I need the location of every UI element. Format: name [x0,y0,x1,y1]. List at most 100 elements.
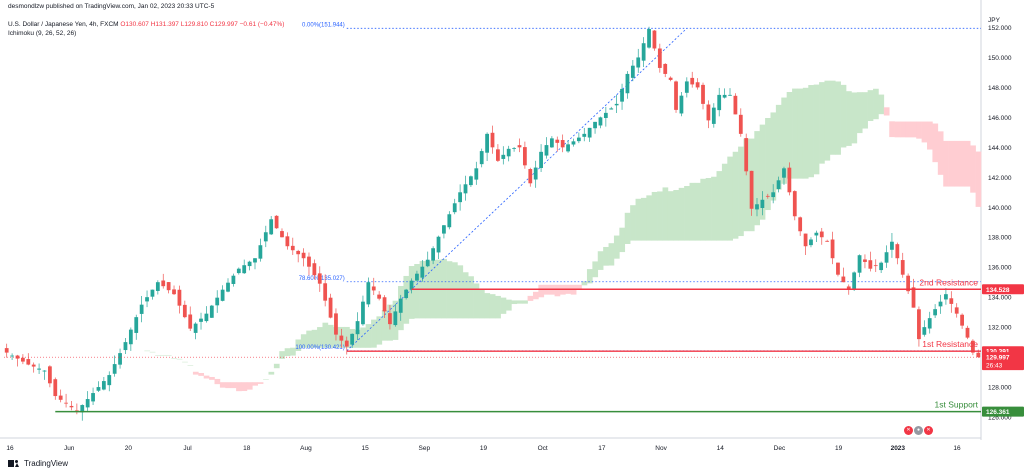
event-flag-icon[interactable]: ● [914,426,923,435]
cloud-segment [630,205,636,241]
candle-body [749,170,754,209]
candle-body [182,304,187,318]
cloud-segment [765,117,771,211]
candle-body [765,195,770,197]
candle-body [296,250,301,255]
cloud-segment [473,283,480,319]
event-flag-icon[interactable]: ✕ [924,426,933,435]
cloud-segment [613,235,620,259]
candle-body [787,167,792,193]
candle-body [425,259,430,267]
candle-body [949,298,954,304]
candle-body [204,313,209,322]
time-tick-label: 19 [480,445,488,452]
cloud-segment [209,376,215,380]
indicator-legend[interactable]: Ichimoku (9, 26, 52, 26) [8,30,77,37]
candle-body [609,108,614,110]
price-tick-label: 132.000 [988,325,1012,332]
event-flag-icon[interactable]: ✕ [904,426,913,435]
candle-body [809,239,813,246]
cloud-segment [754,131,760,226]
candle-body [954,307,959,314]
candle-body [155,282,160,291]
candle-body [944,294,948,300]
cloud-segment [495,295,501,319]
candle-body [625,73,630,94]
candle-body [388,313,392,325]
symbol-title[interactable]: U.S. Dollar / Japanese Yen, 4h, FXCM [8,21,119,28]
candle-body [355,321,360,335]
cloud-segment [279,351,285,359]
cloud-segment [862,92,868,129]
cloud-segment [457,265,464,319]
cloud-segment [943,140,949,187]
price-tick-label: 148.000 [988,85,1012,92]
cloud-segment [792,88,798,179]
cloud-segment [975,151,982,207]
candle-body [10,355,14,357]
candle-body [722,94,727,98]
time-tick-label: 18 [243,445,251,452]
candle-body [965,327,970,338]
cloud-segment [743,138,750,232]
cloud-segment [916,121,922,139]
cloud-segment [311,329,318,348]
candle-body [301,252,306,259]
time-tick-label: Sep [419,445,431,452]
candle-body [857,255,862,273]
cloud-segment [684,186,690,241]
candle-body [728,94,732,96]
candle-body [134,317,139,333]
candle-body [890,241,894,250]
candle-body [841,276,846,283]
cloud-segment [705,178,712,241]
cloud-segment [824,80,831,161]
cloud-segment [187,365,194,367]
cloud-segment [603,246,609,266]
cloud-segment [225,382,232,389]
candle-body [566,144,570,152]
candle-body [85,399,90,408]
cloud-segment [635,198,642,241]
candle-body [641,43,646,61]
candle-body [582,133,587,137]
candle-body [598,117,603,126]
candle-body [469,176,473,186]
cloud-segment [554,284,561,297]
time-axis: 16 Jun 20 Jul 18 Aug 15 Sep 19 Oct 17 Nov 14 Dec 19 202… [6,445,961,452]
candle-body [366,282,371,305]
candle-body [819,231,824,238]
candle-body [490,132,495,148]
cloud-segment [263,379,269,380]
cloud-segment [198,373,205,376]
cloud-segment [662,187,669,241]
time-tick-label: Dec [774,445,786,452]
candle-body [193,323,198,333]
candle-body [620,88,624,102]
level-price-tag [982,284,1024,295]
cloud-segment [678,187,685,241]
cloud-segment [165,355,172,356]
candle-body [701,84,705,104]
candle-body [4,348,9,353]
candle-body [657,48,662,68]
candle-body [674,81,678,110]
cloud-segment [597,251,604,270]
candle-body [960,314,964,326]
candle-body [506,148,511,157]
candle-body [679,95,684,114]
time-tick-label: 16 [6,445,14,452]
candle-body [522,147,527,166]
candle-body [971,340,975,353]
cloud-segment [462,272,469,319]
candle-body [690,77,695,85]
candle-body [776,180,781,189]
tradingview-footer[interactable]: TradingView [8,459,68,468]
cloud-segment [360,327,366,348]
cloud-segment [775,104,782,190]
candle-body [544,145,549,156]
price-axis: 126.000128.000130.000132.000134.000136.0… [988,25,1012,422]
cloud-segment [511,300,518,305]
